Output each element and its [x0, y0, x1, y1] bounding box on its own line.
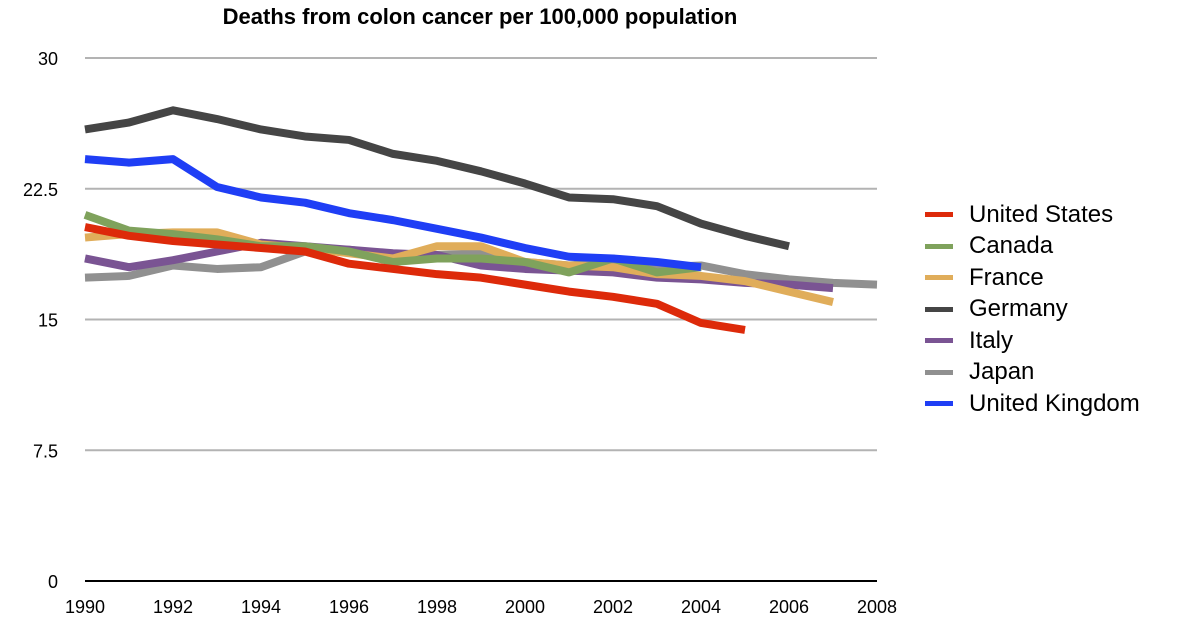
legend-item-japan: Japan	[925, 357, 1140, 389]
y-tick-label: 0	[48, 572, 58, 592]
legend-label: United Kingdom	[969, 389, 1140, 417]
x-tick-label: 2008	[857, 597, 897, 617]
legend-swatch	[925, 306, 953, 312]
x-tick-label: 2006	[769, 597, 809, 617]
legend-swatch	[925, 401, 953, 407]
legend: United States Canada France Germany Italy Jap…	[925, 199, 1140, 420]
series-line-japan	[84, 245, 878, 289]
legend-label: United States	[969, 200, 1114, 228]
y-tick-label: 30	[38, 49, 58, 69]
y-tick-label: 22.5	[23, 180, 58, 200]
legend-label: Japan	[969, 358, 1035, 386]
legend-swatch	[925, 369, 953, 375]
x-tick-label: 1990	[65, 597, 105, 617]
x-tick-label: 1994	[241, 597, 281, 617]
y-tick-label: 7.5	[33, 441, 58, 461]
legend-item-italy: Italy	[925, 325, 1140, 357]
legend-swatch	[925, 275, 953, 281]
legend-item-france: France	[925, 262, 1140, 294]
x-tick-label: 1996	[329, 597, 369, 617]
x-tick-label: 2004	[681, 597, 721, 617]
legend-swatch	[925, 338, 953, 344]
x-tick-label: 1998	[417, 597, 457, 617]
series-line-united-states	[84, 223, 746, 334]
legend-item-united-states: United States	[925, 199, 1140, 231]
legend-label: Canada	[969, 232, 1054, 260]
chart-title: Deaths from colon cancer per 100,000 pop…	[222, 4, 738, 29]
legend-item-germany: Germany	[925, 294, 1140, 326]
legend-label: France	[969, 263, 1044, 291]
series-line-germany	[84, 106, 790, 251]
series-line-france	[84, 228, 834, 306]
series-lines	[83, 106, 878, 334]
y-axis-ticks: 0 7.5 15 22.5 30	[23, 49, 58, 592]
x-tick-label: 2000	[505, 597, 545, 617]
legend-item-united-kingdom: United Kingdom	[925, 388, 1140, 420]
x-axis-ticks: 1990 1992 1994 1996 1998 2000 2002 2004 2006 2008	[65, 597, 897, 617]
legend-item-canada: Canada	[925, 231, 1140, 263]
series-line-canada	[83, 211, 702, 277]
y-tick-label: 15	[38, 311, 58, 331]
legend-label: Italy	[969, 326, 1014, 354]
legend-swatch	[925, 212, 953, 218]
legend-label: Germany	[969, 295, 1068, 323]
x-tick-label: 2002	[593, 597, 633, 617]
x-tick-label: 1992	[153, 597, 193, 617]
legend-swatch	[925, 243, 953, 249]
series-line-united-kingdom	[84, 155, 702, 272]
